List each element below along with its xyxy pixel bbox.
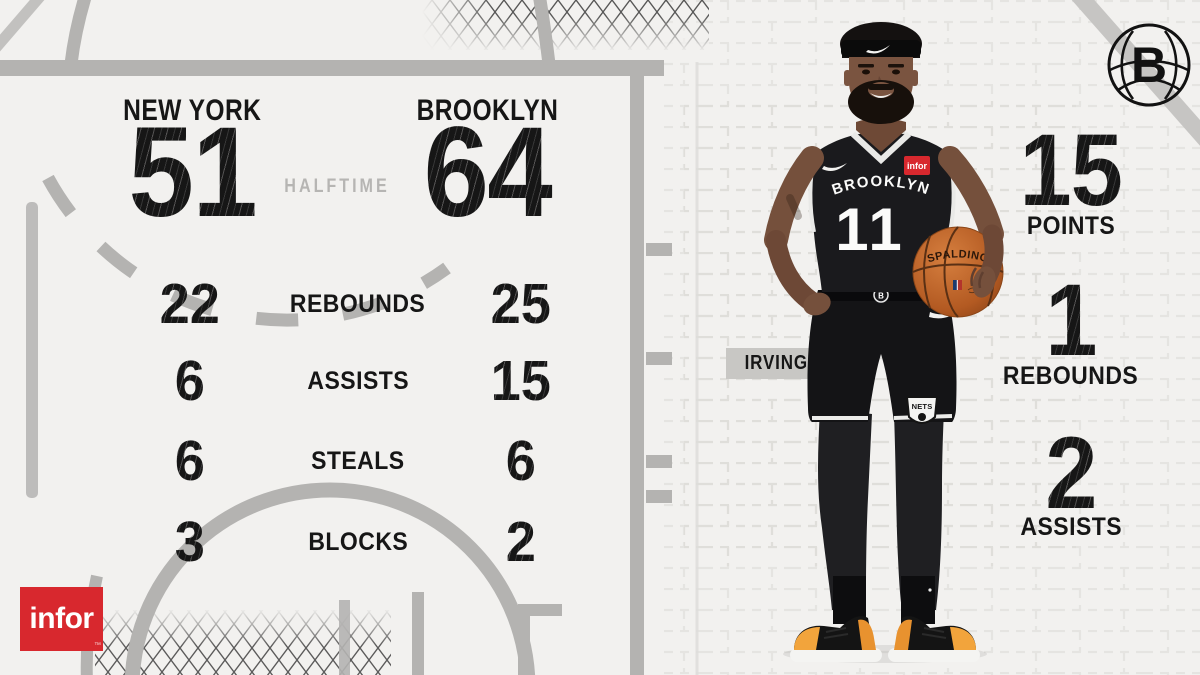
stat-label: BLOCKS: [308, 528, 408, 556]
hand: [972, 266, 996, 298]
home-stat-value: 25: [490, 272, 552, 336]
nike-swoosh-icon: [822, 163, 847, 171]
nike-swoosh-icon: [929, 309, 962, 319]
home-stat-value: 15: [490, 349, 552, 413]
stat-label: ASSISTS: [307, 367, 409, 395]
home-score: 64: [423, 101, 552, 244]
player-legs: [818, 408, 944, 624]
away-stat-value: 22: [159, 272, 221, 336]
player-stat-value: 2: [1045, 416, 1097, 530]
away-stat-value: 6: [174, 429, 206, 493]
player-right-arm: [764, 146, 831, 316]
player-stat-label: ASSISTS: [1020, 513, 1122, 541]
game-status: HALFTIME: [284, 176, 390, 197]
nets-logo-icon: B: [1107, 23, 1191, 107]
waistband-logo-letter: B: [878, 292, 884, 301]
player-stat-label: POINTS: [1026, 212, 1116, 240]
jersey-number: 11: [835, 196, 904, 263]
away-score: 51: [128, 101, 257, 244]
smile: [870, 93, 892, 98]
stat-label: STEALS: [311, 447, 405, 475]
nets-patch-text: NETS: [912, 402, 933, 411]
away-stat-value: 3: [174, 510, 206, 574]
player-stat-label: REBOUNDS: [1003, 362, 1139, 390]
fence-pattern-top: [422, 0, 709, 52]
nike-swoosh-icon: [866, 45, 890, 54]
headband: [841, 40, 921, 57]
stat-label: REBOUNDS: [290, 290, 426, 318]
player-name: IRVING: [744, 352, 809, 374]
nets-logo-letter: B: [1131, 37, 1167, 93]
sponsor-logo: infor ™: [20, 587, 103, 651]
home-team-name: BROOKLYN: [416, 94, 558, 127]
player-stat-value: 1: [1045, 263, 1097, 377]
nba-logo-icon: [953, 280, 962, 290]
beard: [848, 80, 914, 124]
right-sock: [901, 576, 935, 624]
sponsor-wordmark: infor: [29, 602, 94, 635]
player-illustration: B NETS infor BROOKLYN 11: [764, 22, 1004, 663]
away-team-name: NEW YORK: [122, 94, 262, 127]
home-stat-value: 6: [505, 429, 537, 493]
away-stat-value: 6: [174, 349, 206, 413]
jersey-patch-text: infor: [907, 161, 927, 171]
nets-shorts-patch: NETS: [905, 396, 939, 424]
player-left-forearm: [970, 224, 1004, 298]
trademark-symbol: ™: [94, 642, 101, 649]
player-head: [840, 22, 922, 126]
left-sock: [833, 576, 866, 624]
infor-jersey-patch: infor: [904, 156, 930, 175]
player-stat-value: 15: [1019, 113, 1123, 227]
player-shorts: B NETS: [807, 287, 962, 424]
home-stat-value: 2: [505, 510, 537, 574]
diagonal-stripes: [0, 0, 1200, 146]
sneakers: [790, 616, 980, 662]
